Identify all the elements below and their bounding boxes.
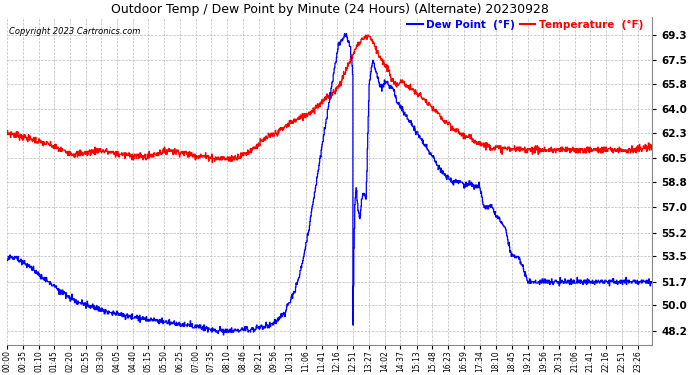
Legend: Dew Point  (°F), Temperature  (°F): Dew Point (°F), Temperature (°F) bbox=[403, 16, 647, 34]
Text: Copyright 2023 Cartronics.com: Copyright 2023 Cartronics.com bbox=[8, 27, 140, 36]
Title: Outdoor Temp / Dew Point by Minute (24 Hours) (Alternate) 20230928: Outdoor Temp / Dew Point by Minute (24 H… bbox=[111, 3, 549, 16]
